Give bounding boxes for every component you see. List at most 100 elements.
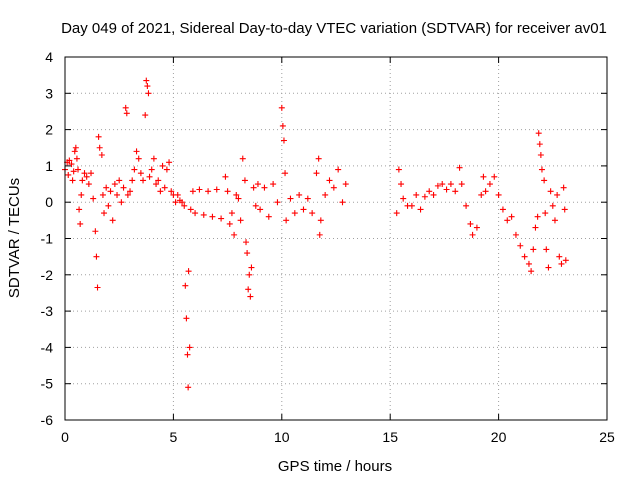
data-point <box>495 191 502 198</box>
data-point <box>168 188 175 195</box>
data-point <box>183 315 190 322</box>
y-tick-label: -4 <box>41 339 54 355</box>
data-point <box>98 152 105 159</box>
data-point <box>473 224 480 231</box>
data-point <box>93 253 100 260</box>
data-point <box>179 199 186 206</box>
data-point <box>222 173 229 180</box>
data-point <box>562 257 569 264</box>
data-point <box>200 211 207 218</box>
data-point <box>535 130 542 137</box>
data-point <box>228 210 235 217</box>
data-point <box>508 213 515 220</box>
data-point <box>245 286 252 293</box>
data-point <box>517 242 524 249</box>
data-point <box>209 213 216 220</box>
data-point <box>456 164 463 171</box>
data-point <box>79 177 86 184</box>
data-point <box>105 202 112 209</box>
data-point <box>241 177 248 184</box>
data-point <box>252 202 259 209</box>
data-point <box>81 170 88 177</box>
data-point <box>155 177 162 184</box>
data-point <box>123 110 130 117</box>
data-point <box>545 264 552 271</box>
data-point <box>254 181 261 188</box>
data-point <box>291 210 298 217</box>
data-point <box>233 191 240 198</box>
data-point <box>491 173 498 180</box>
data-point <box>185 268 192 275</box>
data-point <box>528 268 535 275</box>
data-point <box>218 215 225 222</box>
data-point <box>243 239 250 246</box>
data-point <box>257 206 264 213</box>
data-point <box>182 282 189 289</box>
data-point <box>499 206 506 213</box>
y-tick-label: -3 <box>41 303 54 319</box>
data-point <box>85 181 92 188</box>
x-tick-label: 25 <box>599 429 615 445</box>
data-point <box>447 181 454 188</box>
data-point <box>174 191 181 198</box>
data-point <box>71 148 78 155</box>
data-point <box>78 191 85 198</box>
data-point <box>525 260 532 267</box>
data-point <box>148 166 155 173</box>
data-point <box>142 112 149 119</box>
data-point <box>316 231 323 238</box>
data-point <box>122 104 129 111</box>
y-tick-label: -6 <box>41 412 54 428</box>
data-point <box>486 181 493 188</box>
data-point <box>512 231 519 238</box>
y-tick-label: -1 <box>41 231 54 247</box>
data-point <box>231 231 238 238</box>
data-point <box>504 217 511 224</box>
data-point <box>413 191 420 198</box>
data-point <box>541 177 548 184</box>
data-point <box>224 188 231 195</box>
x-tick-label: 5 <box>170 429 178 445</box>
data-point <box>246 271 253 278</box>
data-point <box>326 177 333 184</box>
data-point <box>226 220 233 227</box>
data-point <box>244 250 251 257</box>
data-point <box>153 181 160 188</box>
data-point <box>135 155 142 162</box>
data-point <box>118 199 125 206</box>
data-point <box>443 186 450 193</box>
data-point <box>247 293 254 300</box>
data-point <box>398 181 405 188</box>
data-point <box>434 182 441 189</box>
data-point <box>274 199 281 206</box>
data-point <box>161 184 168 191</box>
data-point <box>145 90 152 97</box>
chart-title: Day 049 of 2021, Sidereal Day-to-day VTE… <box>61 20 607 37</box>
y-tick-label: 2 <box>45 122 53 138</box>
data-point <box>467 220 474 227</box>
data-point <box>133 148 140 155</box>
data-point <box>439 181 446 188</box>
data-point <box>452 188 459 195</box>
data-point <box>83 173 90 180</box>
data-point <box>530 246 537 253</box>
data-point <box>75 166 82 173</box>
data-point <box>111 181 118 188</box>
data-point <box>159 162 166 169</box>
data-point <box>107 188 114 195</box>
data-point <box>76 206 83 213</box>
data-point <box>129 177 136 184</box>
data-point <box>322 191 329 198</box>
data-point <box>131 166 138 173</box>
data-point <box>94 284 101 291</box>
data-point <box>287 195 294 202</box>
data-point <box>393 210 400 217</box>
data-point <box>549 202 556 209</box>
data-point <box>213 186 220 193</box>
data-point <box>127 188 134 195</box>
data-point <box>335 166 342 173</box>
data-point <box>65 171 72 178</box>
data-point <box>280 137 287 144</box>
data-point <box>400 195 407 202</box>
data-point <box>163 166 170 173</box>
